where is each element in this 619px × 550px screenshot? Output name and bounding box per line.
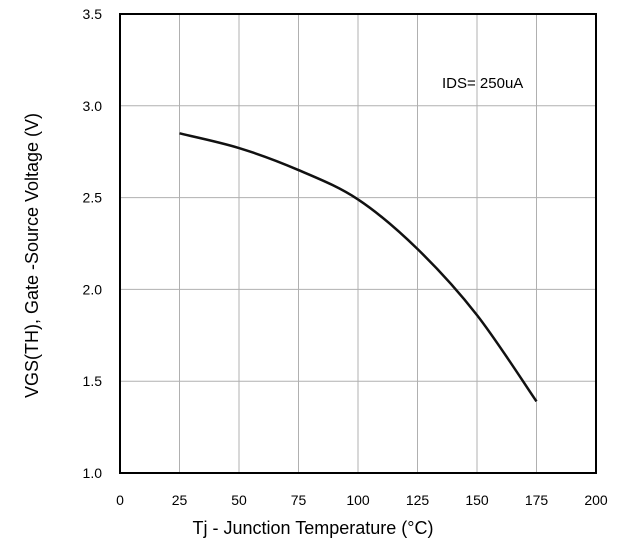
y-tick-label: 1.5	[83, 373, 103, 389]
y-tick-label: 1.0	[83, 465, 103, 481]
x-tick-label: 75	[291, 492, 307, 508]
plot-frame	[119, 13, 597, 474]
x-tick-label: 175	[525, 492, 549, 508]
x-tick-label: 50	[231, 492, 247, 508]
y-axis-label: VGS(TH), Gate -Source Voltage (V)	[22, 113, 42, 398]
x-tick-label: 150	[465, 492, 489, 508]
x-tick-label: 25	[172, 492, 188, 508]
x-tick-label: 200	[584, 492, 608, 508]
y-tick-label: 3.0	[83, 98, 103, 114]
x-tick-label: 0	[116, 492, 124, 508]
x-axis-label: Tj - Junction Temperature (°C)	[193, 518, 434, 538]
series-line	[179, 132, 538, 403]
grid-lines	[120, 14, 596, 473]
y-tick-label: 3.5	[83, 6, 103, 22]
x-tick-label: 125	[406, 492, 430, 508]
x-tick-label: 100	[346, 492, 370, 508]
y-tick-label: 2.0	[83, 281, 103, 297]
y-tick-labels: 1.0 1.5 2.0 2.5 3.0 3.5	[83, 6, 103, 481]
annotation-ids: IDS= 250uA	[442, 75, 523, 92]
x-tick-labels: 0 25 50 75 100 125 150 175 200	[116, 492, 608, 508]
y-tick-label: 2.5	[83, 190, 103, 206]
